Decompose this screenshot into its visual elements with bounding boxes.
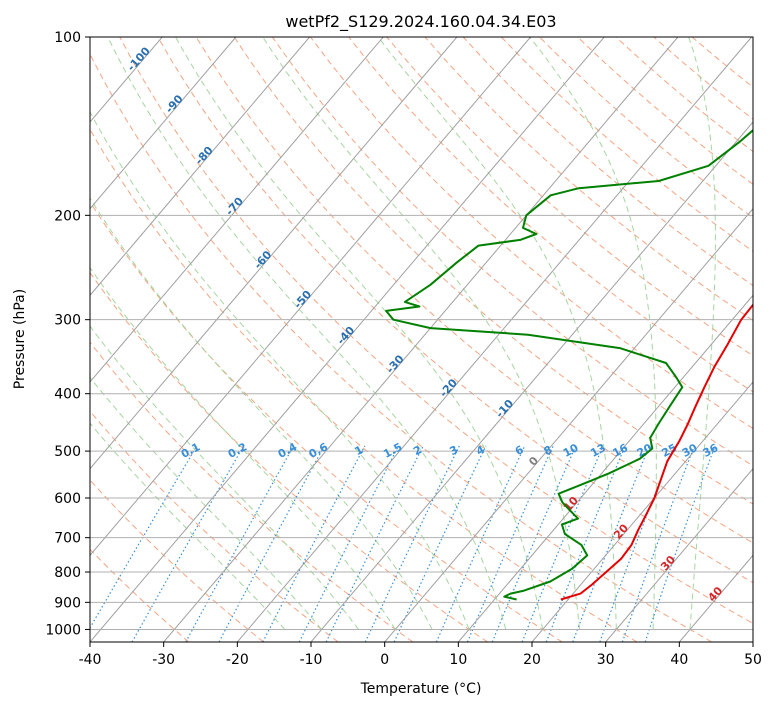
y-tick-label: 400 <box>54 387 81 403</box>
isotherm-line <box>90 37 458 470</box>
dry-adiabat-line <box>90 341 414 642</box>
isotherm-line <box>90 37 605 642</box>
mixing-ratio-line <box>364 445 460 642</box>
x-axis-title: Temperature (°C) <box>360 681 482 697</box>
dewpoint-profile-line <box>385 128 753 601</box>
y-tick-label: 900 <box>54 595 81 611</box>
dry-adiabat-line <box>157 37 753 584</box>
mixing-ratio-label: 10 <box>561 441 581 460</box>
mixing-ratio-label: 30 <box>680 441 700 460</box>
y-tick-label: 500 <box>54 444 81 460</box>
x-tick-label: 50 <box>744 652 762 668</box>
moist-adiabat-line <box>688 37 716 630</box>
moist-adiabat-line <box>107 37 507 630</box>
y-tick-label: 800 <box>54 565 81 581</box>
plot-frame <box>89 36 754 643</box>
x-tick-label: -10 <box>300 652 323 668</box>
moist-adiabat-line <box>90 197 433 630</box>
mixing-ratio-label: 36 <box>701 441 721 460</box>
dry-adiabat-line <box>271 37 753 467</box>
moist-adiabat-line <box>377 37 617 630</box>
y-tick-label: 300 <box>54 313 81 329</box>
y-axis-ticks: 100 200 300 400 500 600 700 800 900 1000 <box>45 30 90 638</box>
mixing-ratio-line <box>572 445 650 642</box>
isotherm-line <box>90 37 310 297</box>
isotherm-line <box>90 37 237 210</box>
chart-title: wetPf2_S129.2024.160.04.34.E03 <box>285 12 556 32</box>
y-tick-label: 200 <box>54 208 81 224</box>
mixing-ratio-line <box>325 445 424 642</box>
isotherm-line <box>605 467 753 642</box>
dry-adiabat-line <box>233 37 753 505</box>
isotherm-line <box>90 37 384 383</box>
y-tick-label: 1000 <box>45 622 81 638</box>
dry-adiabat-line <box>348 37 753 393</box>
dry-adiabat-line <box>119 37 753 624</box>
isotherm-line <box>163 37 679 642</box>
dry-adiabat-line <box>310 37 753 430</box>
temperature-profile-line <box>560 303 753 601</box>
moist-adiabat-line <box>90 110 470 630</box>
x-tick-label: -20 <box>226 652 249 668</box>
x-tick-label: 20 <box>523 652 541 668</box>
mixing-ratio-label: 16 <box>610 441 630 460</box>
moist-adiabat-line <box>529 37 657 630</box>
dry-adiabat-line <box>90 128 638 642</box>
isotherm-line <box>90 37 531 557</box>
y-tick-label: 100 <box>54 30 81 46</box>
dry-adiabat-line <box>90 201 563 642</box>
dry-adiabat-line <box>90 271 488 642</box>
mixing-ratio-lines <box>90 445 716 642</box>
mixing-ratio-line <box>621 445 695 642</box>
x-tick-label: 10 <box>449 652 467 668</box>
mixing-ratio-line <box>90 445 198 630</box>
mixing-ratio-line <box>466 445 554 642</box>
moist-adiabat-line <box>262 37 580 630</box>
y-tick-label: 700 <box>54 531 81 547</box>
mixing-ratio-label: 25 <box>659 441 679 460</box>
dry-adiabat-line <box>462 37 753 287</box>
isotherms <box>90 37 753 642</box>
x-tick-label: 40 <box>670 652 688 668</box>
moist-adiabat-line <box>90 266 396 630</box>
isotherm-line <box>457 294 753 642</box>
isotherm-line <box>384 207 753 642</box>
x-tick-label: 0 <box>380 652 389 668</box>
x-tick-label: -40 <box>79 652 102 668</box>
mixing-ratio-line <box>185 445 295 642</box>
y-axis-title: Pressure (hPa) <box>12 289 28 389</box>
moist-adiabat-line <box>90 422 286 630</box>
y-tick-label: 600 <box>54 491 81 507</box>
moist-adiabat-line <box>90 325 359 630</box>
moist-adiabat-line <box>90 376 323 630</box>
profile-series <box>385 128 753 601</box>
pressure-gridlines <box>90 37 753 630</box>
dry-adiabat-line <box>90 479 264 642</box>
x-tick-label: 30 <box>597 652 615 668</box>
isotherm-line <box>236 37 752 642</box>
dry-adiabat-line <box>90 548 190 642</box>
mixing-ratio-line <box>298 445 400 642</box>
x-axis-ticks: -40 -30 -20 -10 0 10 20 30 40 50 <box>79 642 762 668</box>
mixing-ratio-line <box>644 445 716 642</box>
mixing-ratio-label: 20 <box>635 441 655 460</box>
mixing-ratio-line <box>491 445 577 642</box>
x-tick-label: -30 <box>152 652 175 668</box>
mixing-ratio-label: 13 <box>588 441 608 460</box>
isotherm-line <box>310 121 753 642</box>
isotherm-line <box>531 381 753 642</box>
